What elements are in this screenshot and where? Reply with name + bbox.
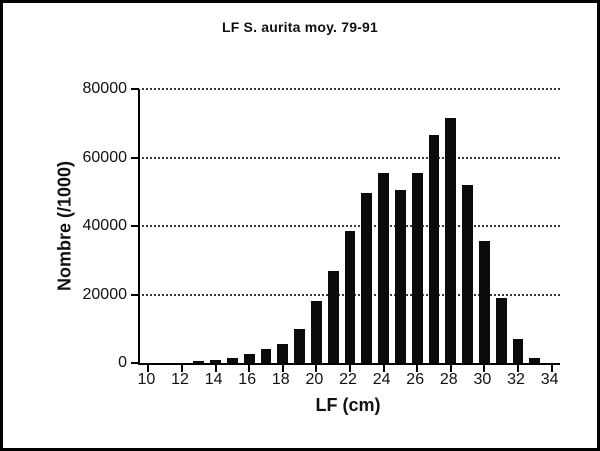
y-tick-mark-20000 (131, 293, 139, 296)
x-tick-mark-28 (449, 364, 452, 372)
bar-x14 (210, 359, 222, 363)
bar-x27 (428, 135, 440, 363)
y-tick-mark-40000 (131, 225, 139, 227)
x-tick-mark-22 (349, 364, 351, 372)
bar-x25 (394, 190, 406, 363)
bar-x21 (327, 270, 339, 363)
y-tick-label-40000: 40000 (82, 217, 128, 234)
bar-x30 (478, 241, 490, 363)
y-tick-label-60000: 60000 (82, 148, 128, 166)
gridline-y-40000 (142, 225, 560, 227)
x-tick-label-30: 30 (473, 371, 492, 388)
x-tick-label-22: 22 (339, 371, 357, 388)
y-tick-label-80000: 80000 (82, 80, 128, 97)
x-tick-label-34: 34 (540, 371, 559, 388)
bar-x26 (411, 172, 423, 363)
bar-x18 (277, 344, 289, 363)
x-tick-mark-32 (517, 364, 519, 372)
x-axis-tick-labels: 10 12 14 16 18 20 22 24 26 28 30 32 34 (137, 371, 559, 391)
bar-x31 (495, 297, 507, 363)
x-tick-label-20: 20 (305, 371, 324, 388)
bar-x23 (361, 193, 373, 363)
x-tick-mark-12 (181, 364, 183, 372)
bar-x13 (193, 361, 205, 363)
y-tick-mark-80000 (131, 88, 139, 90)
x-tick-mark-10 (147, 364, 150, 372)
y-tick-mark-60000 (131, 156, 139, 159)
y-tick-mark-0 (131, 362, 139, 364)
bar-x32 (512, 339, 524, 363)
x-axis-label: LF (cm) (315, 395, 381, 415)
x-tick-label-32: 32 (507, 371, 525, 388)
bar-x33 (529, 357, 541, 363)
plot-area (131, 88, 560, 372)
x-tick-label-12: 12 (171, 371, 189, 388)
bar-x19 (294, 328, 306, 363)
gridline-y-80000 (142, 88, 560, 90)
bar-x28 (445, 118, 457, 363)
x-tick-label-18: 18 (271, 371, 290, 388)
x-tick-label-16: 16 (238, 371, 257, 388)
bar-x15 (226, 357, 238, 363)
y-tick-label-0: 0 (118, 354, 127, 371)
y-axis-tick-labels: 0 20000 40000 60000 80000 (3, 80, 128, 371)
x-tick-label-26: 26 (406, 371, 425, 388)
bar-x22 (344, 231, 356, 363)
x-tick-mark-16 (248, 364, 251, 372)
bar-x29 (462, 184, 474, 363)
x-tick-label-10: 10 (137, 371, 156, 388)
x-tick-mark-20 (315, 364, 318, 372)
x-tick-label-24: 24 (372, 371, 391, 388)
x-tick-label-28: 28 (439, 371, 458, 388)
bar-x24 (378, 172, 390, 363)
x-tick-mark-26 (416, 364, 419, 372)
gridline-y-60000 (142, 156, 560, 159)
y-tick-label-20000: 20000 (82, 285, 128, 303)
bar-x20 (310, 301, 322, 363)
chart-title: LF S. aurita moy. 79-91 (221, 19, 379, 35)
x-tick-mark-34 (550, 364, 553, 372)
bar-x17 (260, 349, 272, 363)
x-tick-mark-30 (483, 364, 486, 372)
x-tick-mark-24 (382, 364, 385, 372)
bar-x16 (243, 354, 255, 363)
x-tick-mark-14 (214, 364, 217, 372)
x-tick-mark-18 (281, 364, 284, 372)
x-tick-label-14: 14 (204, 371, 223, 388)
